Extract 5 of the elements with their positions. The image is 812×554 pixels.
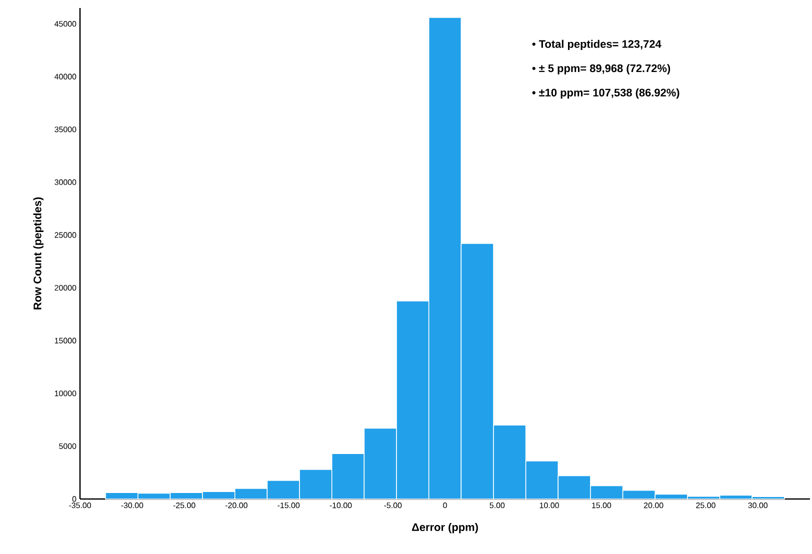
- y-axis-title: Row Count (peptides): [33, 197, 44, 310]
- annotation: • ±10 ppm= 107,538 (86.92%): [532, 88, 680, 99]
- annotation: • Total peptides= 123,724: [532, 40, 662, 50]
- x-axis-title: Δerror (ppm): [412, 522, 478, 534]
- annotation: • ± 5 ppm= 89,968 (72.72%): [532, 64, 670, 74]
